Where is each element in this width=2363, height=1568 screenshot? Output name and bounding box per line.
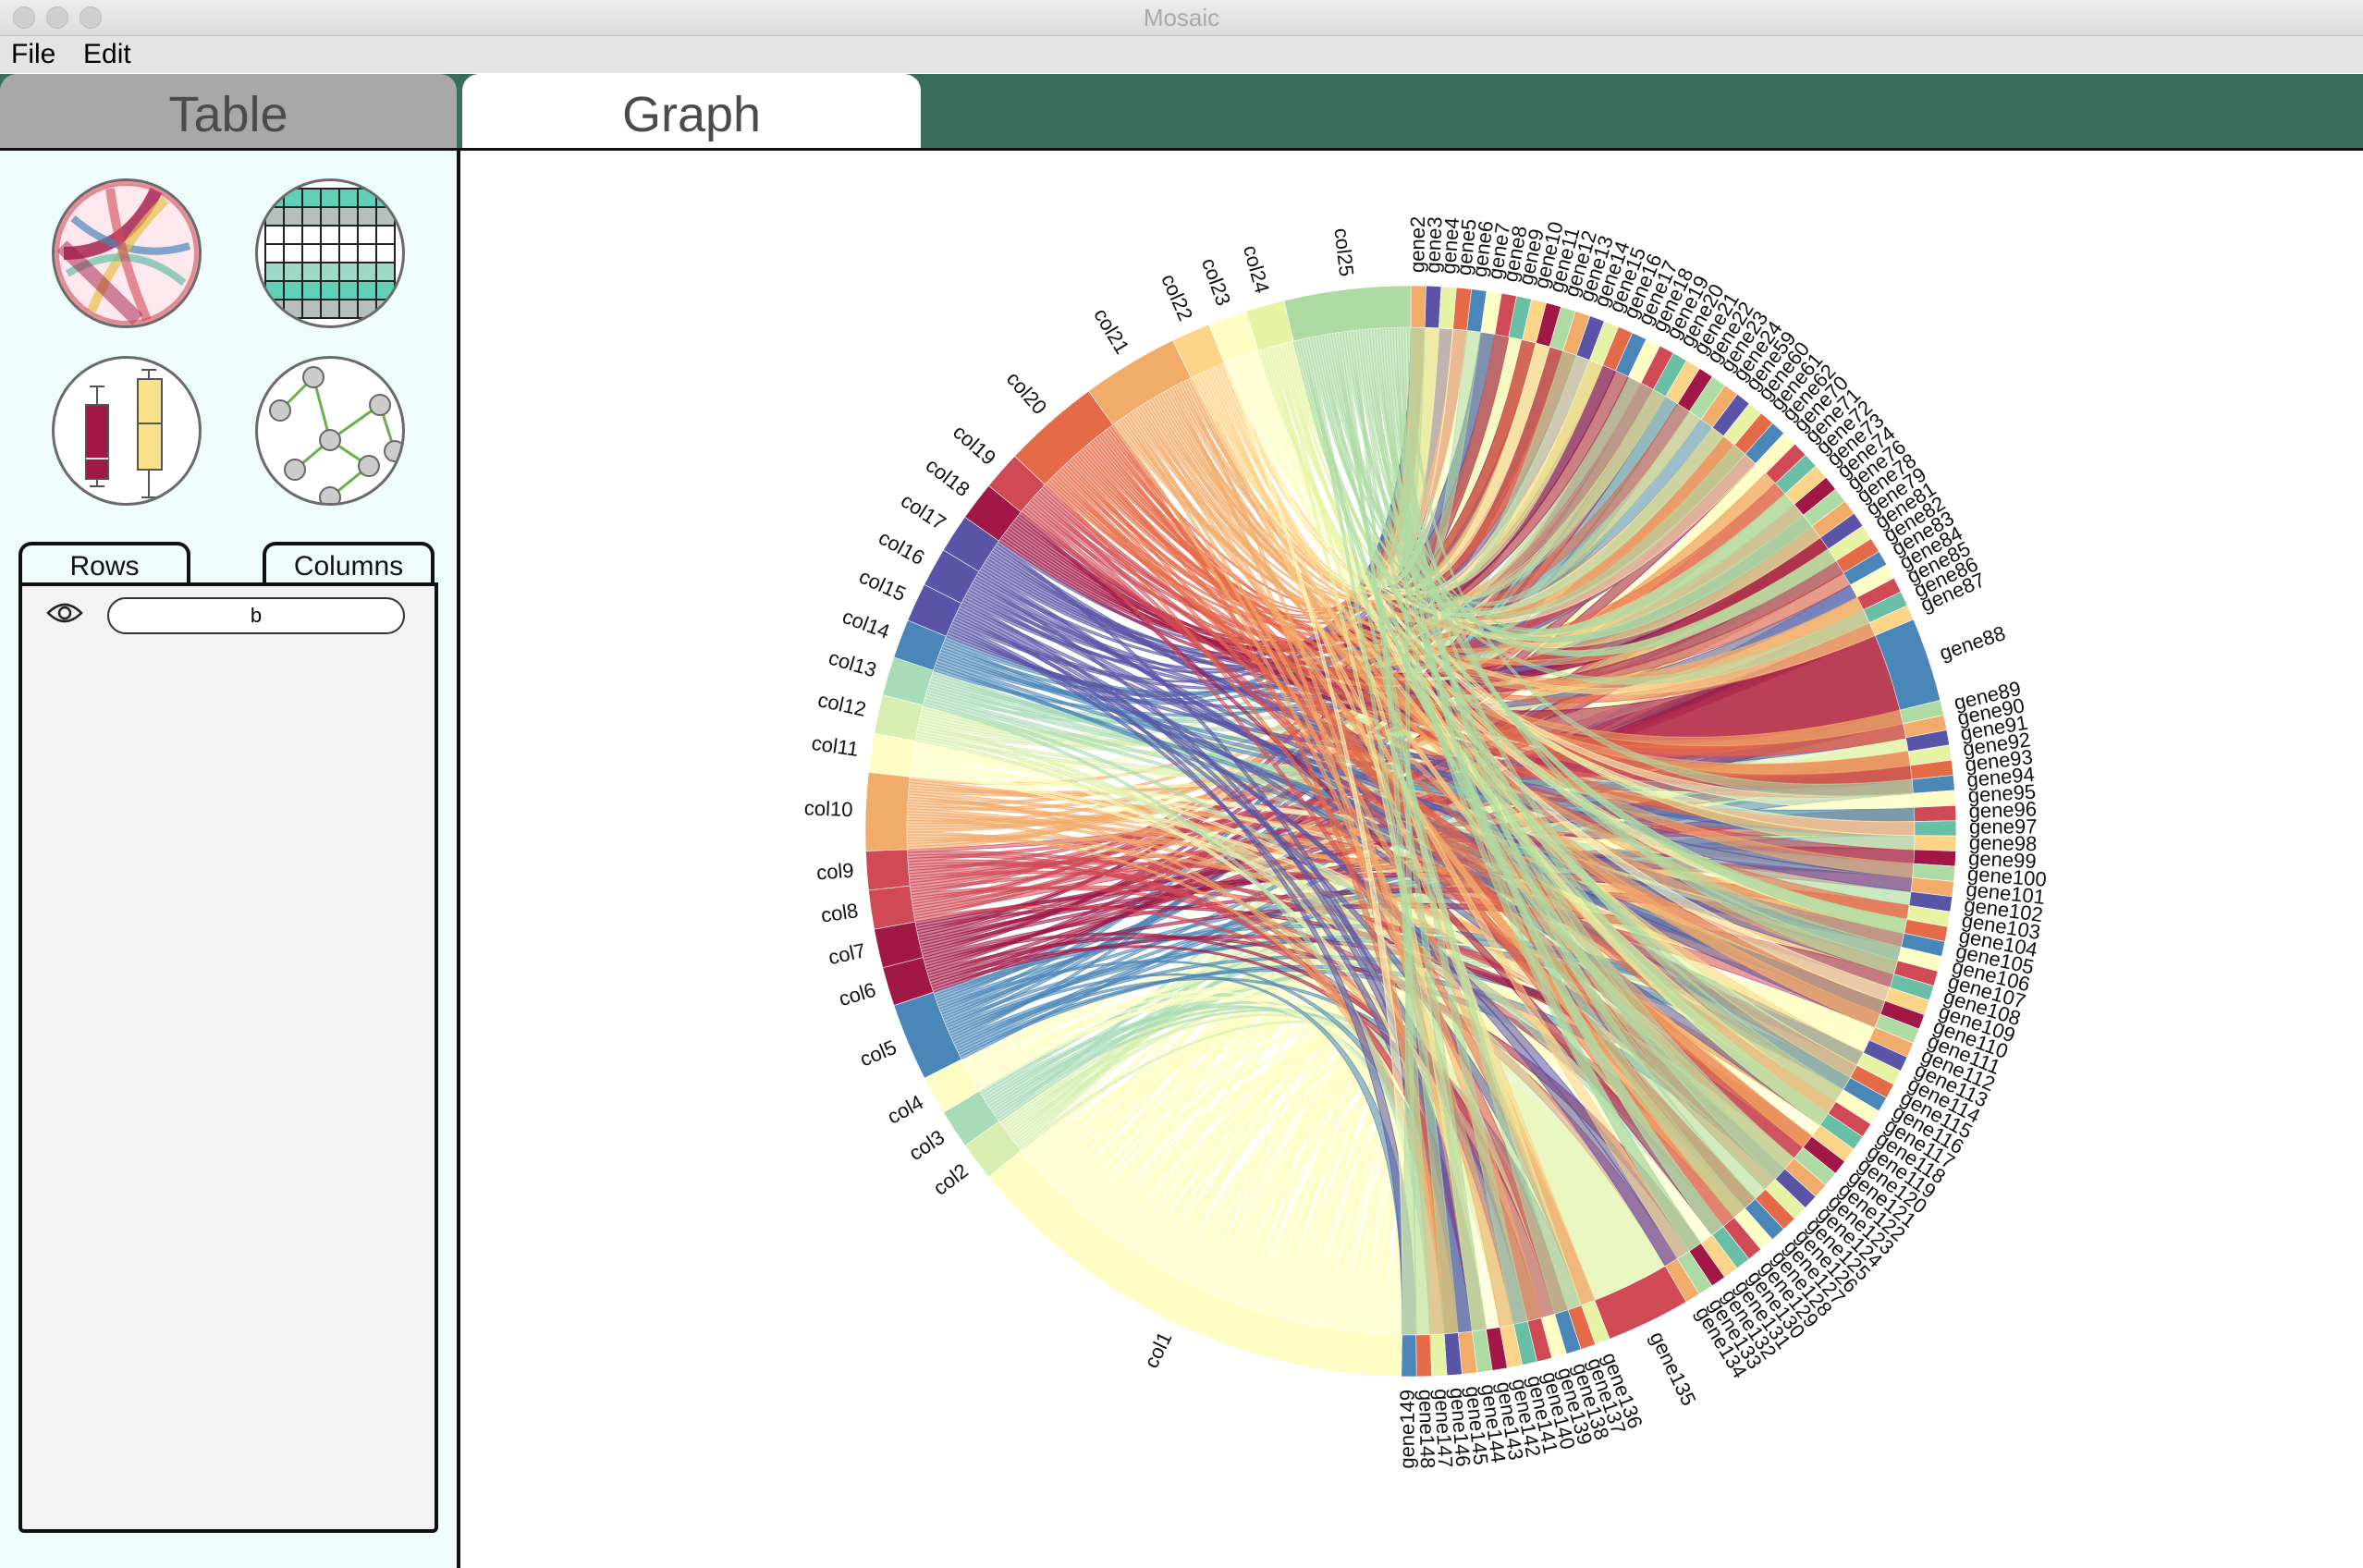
rows-panel xyxy=(18,582,438,1533)
chord-label-col25: col25 xyxy=(1329,227,1358,277)
chord-arc-gene147[interactable] xyxy=(1429,1333,1448,1377)
chord-label-col24: col24 xyxy=(1239,243,1274,296)
menu-edit[interactable]: Edit xyxy=(83,39,131,69)
chord-label-gene149: gene149 xyxy=(1395,1390,1418,1469)
eye-icon[interactable] xyxy=(46,602,83,624)
chord-label-col10: col10 xyxy=(803,796,852,821)
chord-arc-col10[interactable] xyxy=(864,772,911,851)
chord-label-col4: col4 xyxy=(883,1090,926,1128)
chord-label-col9: col9 xyxy=(815,859,854,885)
chord-arc-col9[interactable] xyxy=(865,849,911,891)
chord-label-col16: col16 xyxy=(875,526,928,570)
zoom-window-button[interactable] xyxy=(80,6,102,29)
chord-label-col5: col5 xyxy=(856,1035,900,1072)
chord-label-col2: col2 xyxy=(929,1158,973,1199)
tab-rows[interactable]: Rows xyxy=(18,542,190,584)
chord-arc-col11[interactable] xyxy=(868,732,916,778)
boxplot-icon[interactable] xyxy=(52,356,202,506)
chord-label-col19: col19 xyxy=(949,420,1000,470)
chord-label-col17: col17 xyxy=(897,489,950,535)
chord-arc-gene98[interactable] xyxy=(1914,835,1957,851)
heatmap-icon[interactable] xyxy=(255,178,405,328)
chord-arc-gene149[interactable] xyxy=(1401,1334,1417,1378)
chord-label-gene95: gene95 xyxy=(1967,780,2037,807)
chord-arc-gene148[interactable] xyxy=(1415,1334,1432,1378)
tab-graph[interactable]: Graph xyxy=(462,74,921,148)
chord-label-gene3: gene3 xyxy=(1421,216,1447,274)
chord-ribbons xyxy=(906,326,1916,1336)
chord-arc-gene3[interactable] xyxy=(1424,285,1442,329)
chord-arc-col8[interactable] xyxy=(868,885,916,930)
chord-diagram: gene2gene3gene4gene5gene6gene7gene8gene9… xyxy=(803,216,2047,1469)
chord-label-col13: col13 xyxy=(826,646,879,682)
chord-arc-gene97[interactable] xyxy=(1914,820,1957,837)
chord-label-col8: col8 xyxy=(819,899,860,927)
tab-table[interactable]: Table xyxy=(0,74,457,148)
row-filter-field[interactable]: b xyxy=(107,597,405,634)
chord-label-col22: col22 xyxy=(1157,271,1197,325)
menu-file[interactable]: File xyxy=(11,39,56,69)
chord-label-col12: col12 xyxy=(815,688,868,721)
network-graph-icon[interactable] xyxy=(255,356,405,506)
chord-label-gene97: gene97 xyxy=(1969,815,2038,838)
chord-diagram-icon[interactable] xyxy=(52,178,202,328)
chord-label-col23: col23 xyxy=(1197,255,1235,309)
chord-label-gene98: gene98 xyxy=(1969,831,2038,856)
chord-label-col7: col7 xyxy=(826,938,868,969)
chord-label-gene5: gene5 xyxy=(1452,218,1481,276)
chord-label-gene2: gene2 xyxy=(1405,216,1429,274)
chord-label-col1: col1 xyxy=(1139,1328,1176,1371)
chord-label-col15: col15 xyxy=(855,565,909,606)
tab-divider xyxy=(0,148,2363,151)
chord-label-col20: col20 xyxy=(1002,367,1052,419)
chord-arc-col25[interactable] xyxy=(1283,285,1412,342)
chord-label-gene148: gene148 xyxy=(1414,1389,1439,1468)
chord-label-col6: col6 xyxy=(836,978,878,1011)
window-title: Mosaic xyxy=(1143,4,1220,31)
chord-label-col18: col18 xyxy=(922,453,974,501)
chord-label-gene135: gene135 xyxy=(1646,1328,1701,1409)
graph-view: gene2 gene3 gene4 gene5 gene6 gene7 gene8 gene9… xyxy=(460,151,2363,1568)
close-window-button[interactable] xyxy=(13,6,35,29)
chord-arc-gene96[interactable] xyxy=(1914,804,1957,822)
chord-ribbon[interactable] xyxy=(1301,337,1459,1335)
minimize-window-button[interactable] xyxy=(46,6,68,29)
chord-label-gene88: gene88 xyxy=(1937,621,2009,665)
chord-label-gene147: gene147 xyxy=(1430,1388,1457,1468)
panel-divider xyxy=(22,582,435,586)
chord-arc-gene2[interactable] xyxy=(1410,285,1426,328)
chord-label-gene99: gene99 xyxy=(1968,846,2038,873)
chord-label-col3: col3 xyxy=(905,1125,949,1165)
window-titlebar: Mosaic xyxy=(0,0,2363,36)
chord-label-col21: col21 xyxy=(1089,304,1134,358)
chord-label-gene96: gene96 xyxy=(1968,797,2037,822)
chord-arc-gene95[interactable] xyxy=(1913,790,1956,808)
chord-label-gene4: gene4 xyxy=(1437,216,1463,275)
chord-labels: gene2gene3gene4gene5gene6gene7gene8gene9… xyxy=(803,216,2047,1469)
chord-label-col11: col11 xyxy=(810,731,860,761)
view-tab-bar: Table Graph xyxy=(0,74,2363,150)
menu-bar: File Edit xyxy=(0,36,2363,73)
tab-columns[interactable]: Columns xyxy=(263,542,435,584)
chord-label-col14: col14 xyxy=(839,605,893,643)
chord-arcs xyxy=(864,285,1957,1378)
